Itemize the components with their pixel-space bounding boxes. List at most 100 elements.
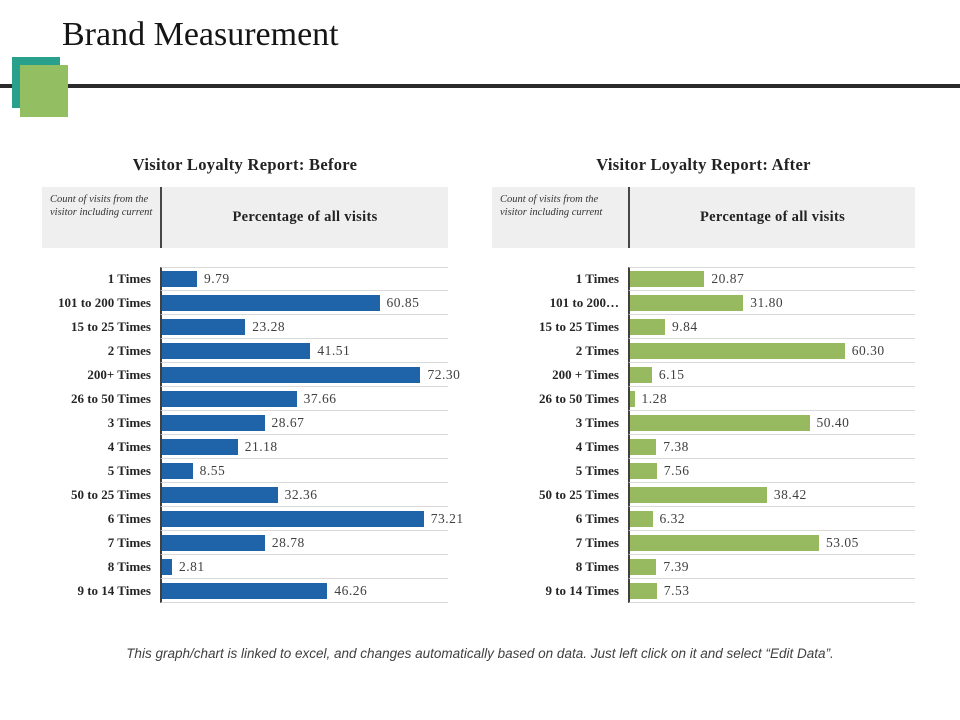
chart-row: 101 to 200… 31.80 <box>492 291 915 315</box>
chart-row: 7 Times 28.78 <box>42 531 448 555</box>
bar-track: 46.26 <box>160 579 448 603</box>
bar[interactable] <box>630 271 705 287</box>
value-label: 60.85 <box>386 294 420 310</box>
category-label: 3 Times <box>575 415 619 430</box>
bar[interactable] <box>162 294 380 311</box>
chart-row: 9 to 14 Times 7.53 <box>492 579 915 603</box>
category-column-header: Count of visits from the visitor includi… <box>500 194 603 218</box>
value-label: 7.39 <box>663 558 689 574</box>
category-column-header: Count of visits from the visitor includi… <box>50 194 153 218</box>
green-square-decoration <box>20 65 68 117</box>
header-divider <box>628 187 630 248</box>
value-label: 9.79 <box>204 271 230 286</box>
chart-row: 200+ Times 72.30 <box>42 363 460 387</box>
value-label: 32.36 <box>284 486 318 502</box>
bar[interactable] <box>630 318 666 335</box>
value-label: 23.28 <box>252 318 286 334</box>
bar-rows: 1 Times 20.87 101 to 200… 31.80 15 to 25 Tim… <box>492 267 915 603</box>
bar-track: 37.66 <box>160 387 448 411</box>
chart-row: 50 to 25 Times 38.42 <box>492 483 915 507</box>
bar[interactable] <box>630 294 744 311</box>
bar[interactable] <box>630 462 657 479</box>
bar-rows: 1 Times 9.79 101 to 200 Times 60.85 15 to 25… <box>42 267 463 603</box>
bar[interactable] <box>630 342 845 359</box>
value-label: 37.66 <box>303 390 337 406</box>
bar[interactable] <box>162 414 265 431</box>
value-label: 72.30 <box>427 366 461 382</box>
category-label: 2 Times <box>575 343 619 358</box>
chart-before[interactable]: Visitor Loyalty Report: Before Count of … <box>42 152 463 603</box>
bar-track: 31.80 <box>628 291 915 315</box>
bar[interactable] <box>162 510 424 527</box>
bar[interactable] <box>630 438 657 455</box>
category-label: 6 Times <box>575 511 619 526</box>
header-divider <box>160 187 162 248</box>
value-label: 2.81 <box>179 558 205 574</box>
category-label: 7 Times <box>107 535 151 550</box>
bar[interactable] <box>162 486 278 503</box>
bar[interactable] <box>162 558 173 575</box>
category-label: 101 to 200… <box>549 295 619 310</box>
bar-track: 28.67 <box>160 411 448 435</box>
chart-row: 8 Times 2.81 <box>42 555 448 579</box>
chart-row: 8 Times 7.39 <box>492 555 915 579</box>
category-label: 15 to 25 Times <box>538 319 619 334</box>
bar[interactable] <box>162 582 328 599</box>
bar[interactable] <box>630 390 635 407</box>
bar[interactable] <box>630 534 819 551</box>
bar-track: 7.53 <box>628 579 915 603</box>
chart-after[interactable]: Visitor Loyalty Report: After Count of v… <box>492 152 915 603</box>
category-label: 6 Times <box>107 511 151 526</box>
chart-title: Visitor Loyalty Report: Before <box>132 155 358 174</box>
bar[interactable] <box>630 510 653 527</box>
chart-title: Visitor Loyalty Report: After <box>596 155 811 174</box>
page-title: Brand Measurement <box>62 16 339 53</box>
chart-row: 1 Times 20.87 <box>492 267 915 291</box>
bar[interactable] <box>630 414 810 431</box>
value-label: 7.53 <box>663 582 690 598</box>
title-divider-line <box>0 84 960 88</box>
chart-row: 2 Times 41.51 <box>42 339 448 363</box>
bar-track: 73.21 <box>160 507 463 531</box>
bar[interactable] <box>630 558 657 575</box>
bar[interactable] <box>630 582 657 599</box>
value-label: 28.67 <box>271 414 305 430</box>
bar[interactable] <box>162 318 246 335</box>
chart-row: 5 Times 8.55 <box>42 459 448 483</box>
bar[interactable] <box>162 366 421 383</box>
category-label: 26 to 50 Times <box>538 391 619 406</box>
bar[interactable] <box>162 534 265 551</box>
value-column-header: Percentage of all visits <box>699 209 846 225</box>
bar[interactable] <box>162 462 193 479</box>
bar[interactable] <box>630 366 652 383</box>
chart-row: 26 to 50 Times 1.28 <box>492 387 915 411</box>
value-label: 1.28 <box>641 390 668 406</box>
bar[interactable] <box>162 390 297 407</box>
value-label: 7.56 <box>663 462 690 478</box>
bar-track: 28.78 <box>160 531 448 555</box>
category-label: 5 Times <box>575 463 619 478</box>
bar[interactable] <box>162 271 197 287</box>
value-label: 6.32 <box>659 510 686 526</box>
value-label: 60.30 <box>851 342 885 358</box>
bar-track: 20.87 <box>628 267 915 291</box>
category-label: 4 Times <box>575 439 619 454</box>
bar[interactable] <box>630 486 767 503</box>
bar-track: 38.42 <box>628 483 915 507</box>
chart-row: 3 Times 28.67 <box>42 411 448 435</box>
value-label: 8.55 <box>199 462 226 478</box>
bar-track: 60.30 <box>628 339 915 363</box>
category-label: 9 to 14 Times <box>77 583 151 598</box>
chart-row: 26 to 50 Times 37.66 <box>42 387 448 411</box>
bar[interactable] <box>162 438 238 455</box>
chart-row: 2 Times 60.30 <box>492 339 915 363</box>
chart-row: 3 Times 50.40 <box>492 411 915 435</box>
value-label: 73.21 <box>430 510 464 526</box>
bar-track: 7.39 <box>628 555 915 579</box>
bar-track: 53.05 <box>628 531 915 555</box>
bar[interactable] <box>162 342 311 359</box>
category-label: 8 Times <box>575 559 619 574</box>
category-label: 7 Times <box>575 535 619 550</box>
chart-row: 1 Times 9.79 <box>42 267 448 291</box>
